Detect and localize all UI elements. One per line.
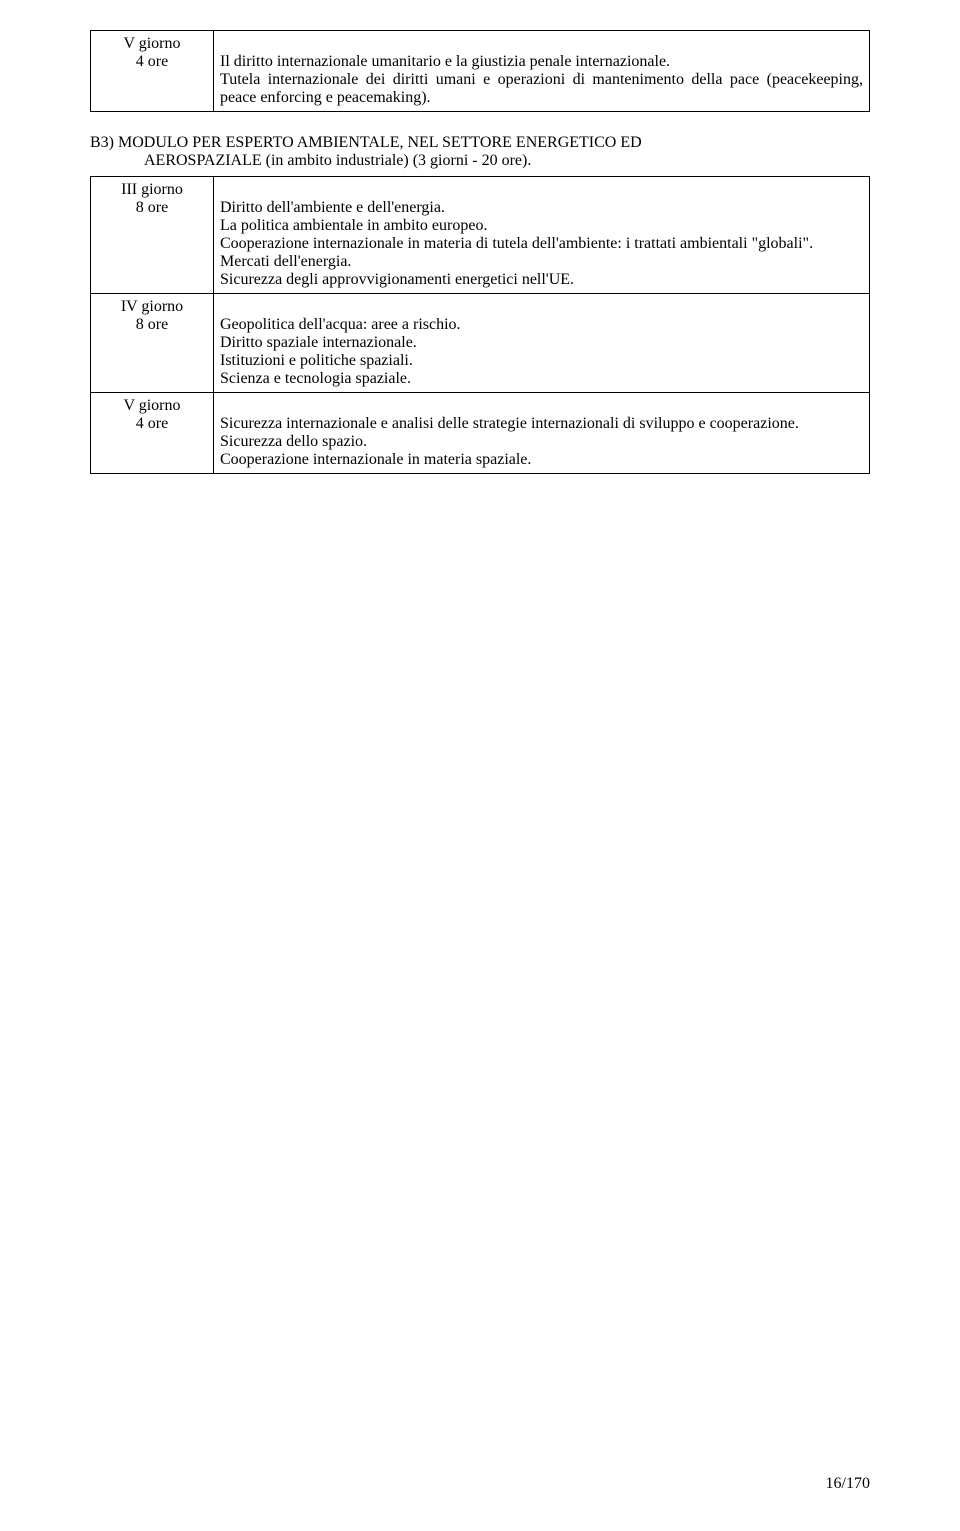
content-block: Geopolitica dell'acqua: aree a rischio. … xyxy=(220,298,863,388)
heading-line-1: B3) MODULO PER ESPERTO AMBIENTALE, NEL S… xyxy=(90,134,870,152)
day-label-line2: 4 ore xyxy=(97,415,207,433)
content-line: Tutela internazionale dei diritti umani … xyxy=(220,71,863,107)
table-row: IV giorno 8 ore Geopolitica dell'acqua: … xyxy=(91,294,870,393)
content-line: Istituzioni e politiche spaziali. xyxy=(220,352,863,370)
content-line: Il diritto internazionale umanitario e l… xyxy=(220,53,863,71)
content-cell: Diritto dell'ambiente e dell'energia. La… xyxy=(214,177,870,294)
table-2: III giorno 8 ore Diritto dell'ambiente e… xyxy=(90,176,870,474)
content-line: Cooperazione internazionale in materia s… xyxy=(220,451,863,469)
day-cell: V giorno 4 ore xyxy=(91,31,214,112)
day-cell: IV giorno 8 ore xyxy=(91,294,214,393)
table-1: V giorno 4 ore Il diritto internazionale… xyxy=(90,30,870,112)
content-line: Sicurezza degli approvvigionamenti energ… xyxy=(220,271,863,289)
day-label-line2: 8 ore xyxy=(97,199,207,217)
content-cell: Il diritto internazionale umanitario e l… xyxy=(214,31,870,112)
content-block: Diritto dell'ambiente e dell'energia. La… xyxy=(220,181,863,289)
table-row: V giorno 4 ore Sicurezza internazionale … xyxy=(91,393,870,474)
section-b3-heading: B3) MODULO PER ESPERTO AMBIENTALE, NEL S… xyxy=(90,134,870,170)
table-row: V giorno 4 ore Il diritto internazionale… xyxy=(91,31,870,112)
content-block: Il diritto internazionale umanitario e l… xyxy=(220,35,863,107)
content-line: Sicurezza internazionale e analisi delle… xyxy=(220,415,863,433)
content-line: Mercati dell'energia. xyxy=(220,253,863,271)
day-cell: V giorno 4 ore xyxy=(91,393,214,474)
table-row: III giorno 8 ore Diritto dell'ambiente e… xyxy=(91,177,870,294)
content-line: La politica ambientale in ambito europeo… xyxy=(220,217,863,235)
content-cell: Geopolitica dell'acqua: aree a rischio. … xyxy=(214,294,870,393)
day-cell: III giorno 8 ore xyxy=(91,177,214,294)
day-label-line1: III giorno xyxy=(97,181,207,199)
content-block: Sicurezza internazionale e analisi delle… xyxy=(220,397,863,469)
day-label-line1: V giorno xyxy=(97,397,207,415)
day-label-line1: IV giorno xyxy=(97,298,207,316)
content-cell: Sicurezza internazionale e analisi delle… xyxy=(214,393,870,474)
content-line: Geopolitica dell'acqua: aree a rischio. xyxy=(220,316,863,334)
heading-line-2: AEROSPAZIALE (in ambito industriale) (3 … xyxy=(90,152,870,170)
page-number: 16/170 xyxy=(826,1475,870,1493)
page: V giorno 4 ore Il diritto internazionale… xyxy=(0,0,960,1531)
content-line: Sicurezza dello spazio. xyxy=(220,433,863,451)
content-line: Scienza e tecnologia spaziale. xyxy=(220,370,863,388)
content-line: Diritto dell'ambiente e dell'energia. xyxy=(220,199,863,217)
day-label-line1: V giorno xyxy=(97,35,207,53)
content-line: Cooperazione internazionale in materia d… xyxy=(220,235,863,253)
day-label-line2: 4 ore xyxy=(97,53,207,71)
day-label-line2: 8 ore xyxy=(97,316,207,334)
content-line: Diritto spaziale internazionale. xyxy=(220,334,863,352)
